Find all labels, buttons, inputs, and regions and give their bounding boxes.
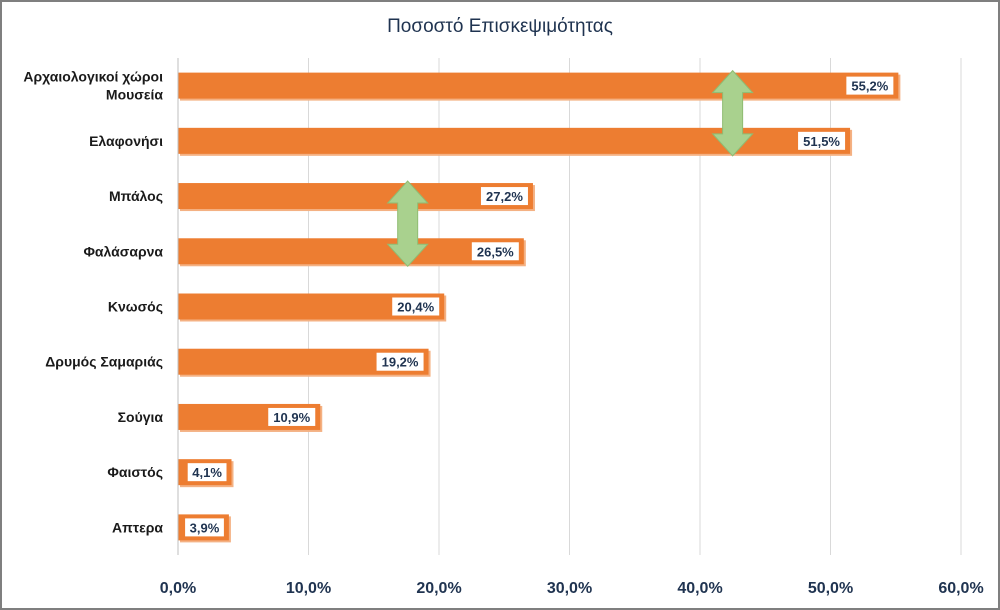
data-label: 55,2%	[851, 79, 888, 94]
data-label: 27,2%	[486, 189, 523, 204]
double-arrow-annotation	[711, 69, 754, 157]
double-arrow-annotation	[386, 180, 429, 268]
data-label: 19,2%	[382, 355, 419, 370]
category-label: Απτερα	[112, 519, 163, 535]
bar	[178, 127, 851, 154]
data-label: 51,5%	[803, 134, 840, 149]
x-tick-label: 0,0%	[160, 580, 196, 597]
data-label-box	[187, 463, 227, 482]
x-tick-label: 30,0%	[547, 580, 592, 597]
data-label-box	[471, 242, 519, 261]
x-tick-label: 50,0%	[808, 580, 853, 597]
category-label: Φαιστός	[107, 464, 163, 480]
data-label: 26,5%	[477, 244, 514, 259]
x-tick-label: 10,0%	[286, 580, 331, 597]
data-label: 10,9%	[273, 410, 310, 425]
data-label: 20,4%	[397, 300, 434, 315]
data-label: 4,1%	[192, 465, 222, 480]
category-label: Σούγια	[118, 409, 164, 425]
bar	[178, 183, 533, 210]
data-label-box	[846, 76, 894, 95]
data-label-box	[376, 352, 424, 371]
x-tick-label: 20,0%	[416, 580, 461, 597]
category-label: Ελαφονήσι	[89, 133, 163, 149]
bar	[178, 238, 524, 265]
category-label: Κνωσός	[108, 299, 163, 315]
chart-title: Ποσοστό Επισκεψιμότητας	[387, 16, 613, 37]
data-label-box	[798, 131, 846, 150]
category-label: Μπάλος	[109, 188, 163, 204]
data-label-box	[480, 187, 528, 206]
x-tick-label: 60,0%	[938, 580, 983, 597]
bar	[178, 72, 899, 99]
data-label-box	[268, 407, 316, 426]
data-label-box	[392, 297, 440, 316]
data-label-box	[185, 518, 224, 537]
x-tick-label: 40,0%	[677, 580, 722, 597]
category-label: Φαλάσαρνα	[83, 243, 163, 259]
category-label: Δρυμός Σαμαριάς	[45, 354, 163, 370]
data-label: 3,9%	[190, 520, 220, 535]
category-label: Αρχαιολογικοί χώροι Μουσεία	[23, 69, 163, 103]
